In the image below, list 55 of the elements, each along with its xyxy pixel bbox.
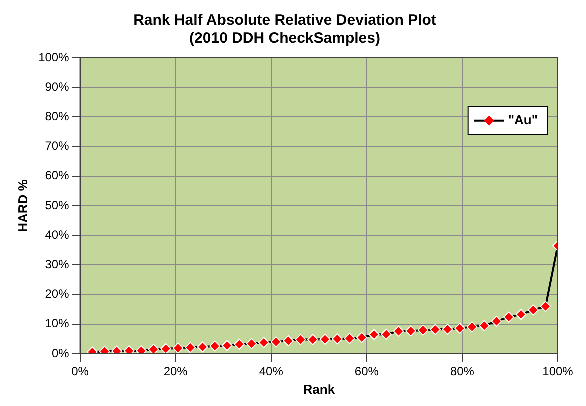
y-tick-label: 90% <box>45 80 70 94</box>
y-tick-label: 30% <box>45 258 70 272</box>
x-axis-title: Rank <box>303 382 336 397</box>
y-tick-label: 50% <box>45 198 70 212</box>
point <box>442 324 454 335</box>
point <box>283 335 294 346</box>
point <box>258 337 270 348</box>
x-tick-label: 60% <box>354 364 380 379</box>
x-tick-label: 0% <box>72 364 90 379</box>
text: Rank Half Absolute Relative Deviation Plot <box>134 12 436 30</box>
x-tick-label: 100% <box>542 364 574 379</box>
y-tick-label: 60% <box>45 168 70 183</box>
point <box>454 323 466 334</box>
point <box>479 320 490 332</box>
point <box>270 336 282 348</box>
point <box>430 324 442 336</box>
point <box>222 340 233 352</box>
point <box>491 316 502 327</box>
point <box>160 343 172 354</box>
point <box>148 344 160 354</box>
point <box>503 312 514 323</box>
point <box>381 328 392 340</box>
point <box>295 334 306 346</box>
y-tick-label: 20% <box>45 287 70 302</box>
point <box>418 324 429 336</box>
y-tick-label: 80% <box>45 110 70 124</box>
point <box>246 338 258 350</box>
point <box>393 326 404 338</box>
y-axis-title: HARD % <box>15 179 30 232</box>
point <box>406 326 417 337</box>
legend-label: "Au" <box>508 112 538 128</box>
point <box>308 334 319 346</box>
x-tick-label: 40% <box>259 364 284 379</box>
text: (2010 DDH CheckSamples) <box>190 30 380 48</box>
point <box>172 342 184 354</box>
x-tick-label: 20% <box>164 364 188 379</box>
point <box>540 301 552 312</box>
point <box>332 334 344 345</box>
point <box>344 333 356 344</box>
point <box>516 309 527 320</box>
y-tick-label: 70% <box>45 139 70 154</box>
point <box>185 342 196 354</box>
y-tick-label: 10% <box>45 316 70 331</box>
point <box>320 334 331 345</box>
x-tick-label: 80% <box>450 364 475 379</box>
y-tick-label: 40% <box>45 228 70 242</box>
y-tick-label: 0% <box>52 346 70 360</box>
point <box>234 339 246 350</box>
point <box>368 329 380 340</box>
point <box>197 342 208 353</box>
point <box>210 340 221 352</box>
y-tick-label: 100% <box>38 50 70 64</box>
point <box>356 332 368 344</box>
point <box>528 304 539 316</box>
point <box>466 322 478 333</box>
